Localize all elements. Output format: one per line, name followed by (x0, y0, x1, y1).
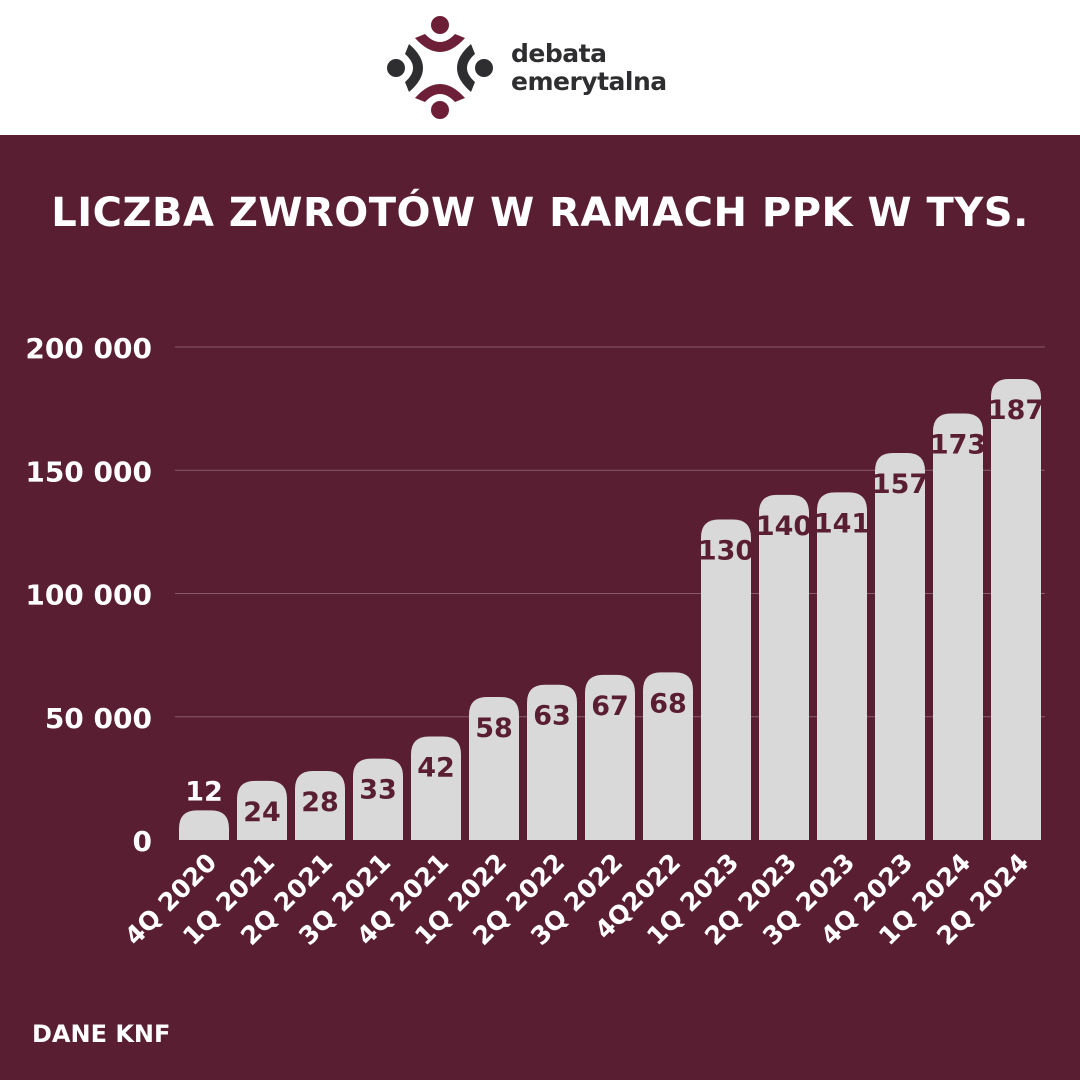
bar (701, 519, 751, 840)
bar (179, 810, 229, 840)
bar-value-label: 12 (185, 776, 223, 807)
bar (643, 672, 693, 840)
chart-title: LICZBA ZWROTÓW W RAMACH PPK W TYS. (51, 190, 1029, 236)
bar (933, 413, 983, 840)
bar-value-label: 157 (872, 469, 928, 500)
bar (817, 492, 867, 840)
bar-value-label: 187 (988, 395, 1044, 426)
bar (469, 697, 519, 840)
bar-value-label: 130 (698, 536, 754, 567)
people-circle-logo-icon (387, 16, 493, 119)
y-tick-label: 150 000 (25, 455, 152, 488)
bar (759, 494, 809, 840)
bar (353, 758, 403, 840)
bar (411, 736, 461, 840)
bar (875, 452, 925, 840)
bar-value-label: 42 (417, 752, 455, 783)
y-tick-label: 0 (133, 825, 152, 858)
bar-value-label: 24 (243, 797, 281, 828)
header: debata emerytalna (0, 0, 1080, 135)
y-tick-label: 50 000 (45, 702, 152, 735)
bar (585, 674, 635, 840)
source-note: DANE KNF (32, 1020, 171, 1048)
bar (527, 684, 577, 840)
bar-value-label: 58 (475, 713, 513, 744)
bar (295, 770, 345, 840)
bar (991, 379, 1041, 840)
brand-line-1: debata (511, 39, 607, 68)
bar-value-label: 63 (533, 701, 571, 732)
bar-value-label: 68 (649, 688, 687, 719)
bar-value-label: 173 (930, 430, 986, 461)
y-tick-label: 200 000 (25, 332, 152, 365)
bar-value-label: 140 (756, 511, 812, 542)
brand-name: debata emerytalna (511, 40, 667, 96)
bar-value-label: 141 (814, 508, 870, 539)
bar-value-label: 28 (301, 787, 339, 818)
y-tick-label: 100 000 (25, 579, 152, 612)
bar (237, 780, 287, 840)
brand-line-2: emerytalna (511, 67, 667, 96)
bar-value-label: 67 (591, 691, 629, 722)
bar-value-label: 33 (359, 775, 397, 806)
